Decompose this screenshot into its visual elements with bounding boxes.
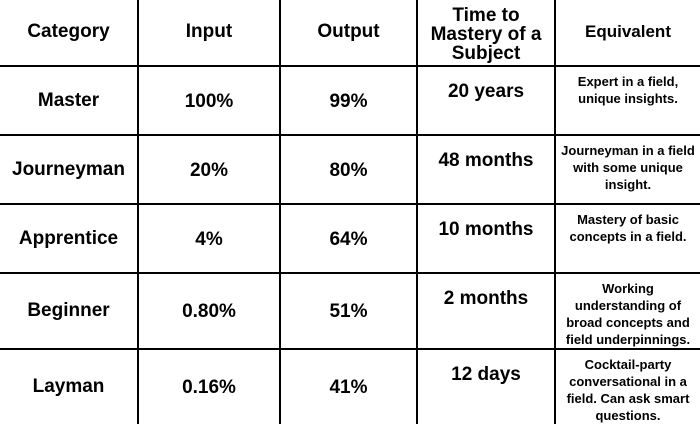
column-header-equivalent: Equivalent: [554, 0, 700, 67]
header-row: Category Input Output Time to Mastery of…: [0, 0, 700, 67]
time-cell: 2 months: [416, 272, 556, 350]
table-row-master: Master 100% 99% 20 years Expert in a fie…: [0, 65, 700, 136]
output-cell: 41%: [279, 348, 418, 424]
table-row-beginner: Beginner 0.80% 51% 2 months Working unde…: [0, 272, 700, 350]
input-cell: 0.16%: [137, 348, 281, 424]
output-cell: 99%: [279, 65, 418, 136]
equivalent-cell: Mastery of basic concepts in a field.: [554, 203, 700, 274]
time-cell: 20 years: [416, 65, 556, 136]
table-row-apprentice: Apprentice 4% 64% 10 months Mastery of b…: [0, 203, 700, 274]
table-row-journeyman: Journeyman 20% 80% 48 months Journeyman …: [0, 134, 700, 205]
equivalent-cell: Cocktail-party conversational in a field…: [554, 348, 700, 424]
equivalent-cell: Expert in a field, unique insights.: [554, 65, 700, 136]
column-header-time-to-mastery: Time to Mastery of a Subject: [416, 0, 556, 67]
time-cell: 12 days: [416, 348, 556, 424]
input-cell: 20%: [137, 134, 281, 205]
equivalent-cell: Journeyman in a field with some unique i…: [554, 134, 700, 205]
time-cell: 10 months: [416, 203, 556, 274]
category-cell: Beginner: [0, 272, 139, 350]
table-row-layman: Layman 0.16% 41% 12 days Cocktail-party …: [0, 348, 700, 424]
output-cell: 64%: [279, 203, 418, 274]
column-header-input: Input: [137, 0, 281, 67]
category-cell: Journeyman: [0, 134, 139, 205]
column-header-output: Output: [279, 0, 418, 67]
category-cell: Master: [0, 65, 139, 136]
category-cell: Apprentice: [0, 203, 139, 274]
category-cell: Layman: [0, 348, 139, 424]
time-cell: 48 months: [416, 134, 556, 205]
column-header-category: Category: [0, 0, 139, 67]
input-cell: 4%: [137, 203, 281, 274]
input-cell: 0.80%: [137, 272, 281, 350]
output-cell: 51%: [279, 272, 418, 350]
equivalent-cell: Working understanding of broad concepts …: [554, 272, 700, 350]
input-cell: 100%: [137, 65, 281, 136]
output-cell: 80%: [279, 134, 418, 205]
